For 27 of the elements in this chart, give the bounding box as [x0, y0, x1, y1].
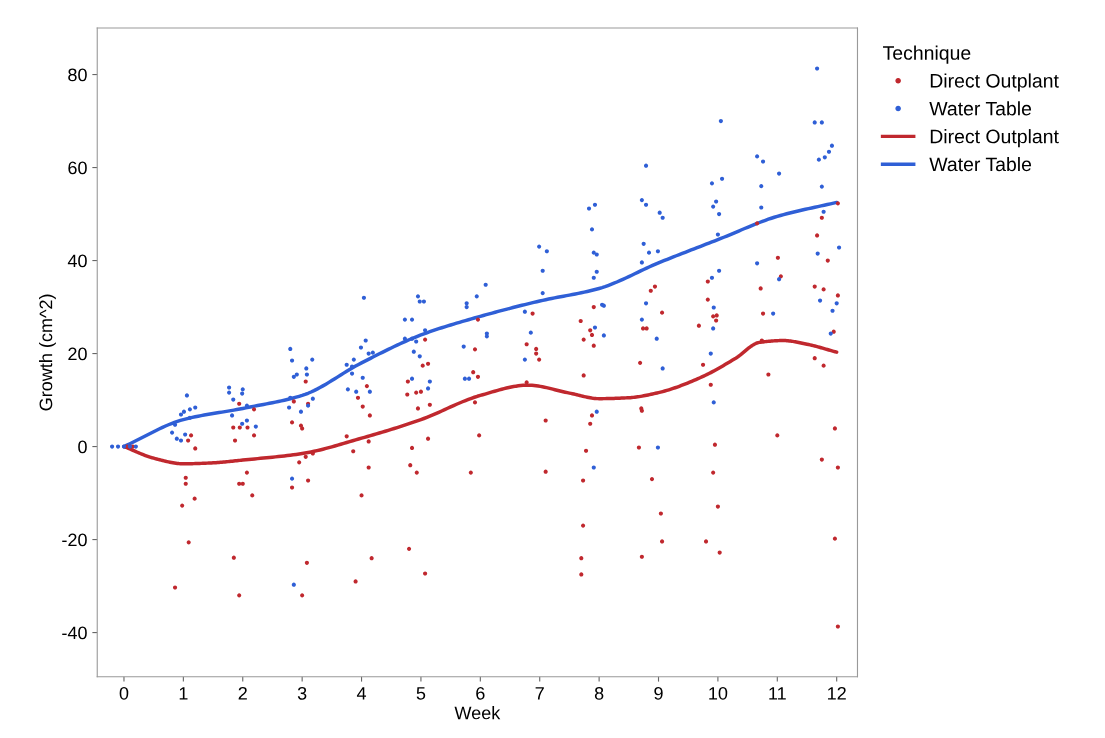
y-tick-label: 40: [67, 254, 87, 268]
y-tick-label: -20: [62, 533, 87, 547]
legend-label: Direct Outplant: [930, 73, 1059, 92]
x-tick-label: 1: [179, 687, 188, 700]
legend-title: Technique: [883, 45, 971, 64]
x-tick-label: 5: [416, 687, 426, 700]
x-tick-label: 9: [654, 686, 663, 700]
y-tick-label: 80: [68, 68, 87, 82]
y-tick-label: -40: [62, 626, 87, 640]
x-axis-title: Week: [454, 706, 501, 720]
x-tick-label: 7: [535, 687, 544, 700]
legend-label: Water Table: [929, 101, 1032, 116]
x-tick-label: 0: [119, 686, 129, 700]
y-axis-title: Growth (cm^2): [39, 294, 56, 411]
x-tick-label: 3: [297, 686, 307, 700]
x-tick-label: 6: [476, 686, 485, 700]
legend-label: Direct Outplant: [930, 129, 1059, 148]
x-tick-label: 12: [828, 686, 846, 700]
x-tick-label: 4: [356, 687, 367, 700]
y-tick-label: 0: [78, 440, 87, 454]
x-tick-label: 2: [238, 686, 247, 700]
y-tick-label: 20: [68, 347, 87, 361]
x-tick-label: 10: [709, 686, 728, 700]
x-tick-label: 11: [769, 687, 786, 700]
x-tick-label: 8: [594, 686, 604, 700]
y-tick-label: 60: [68, 161, 87, 175]
legend-label: Water Table: [929, 156, 1032, 172]
